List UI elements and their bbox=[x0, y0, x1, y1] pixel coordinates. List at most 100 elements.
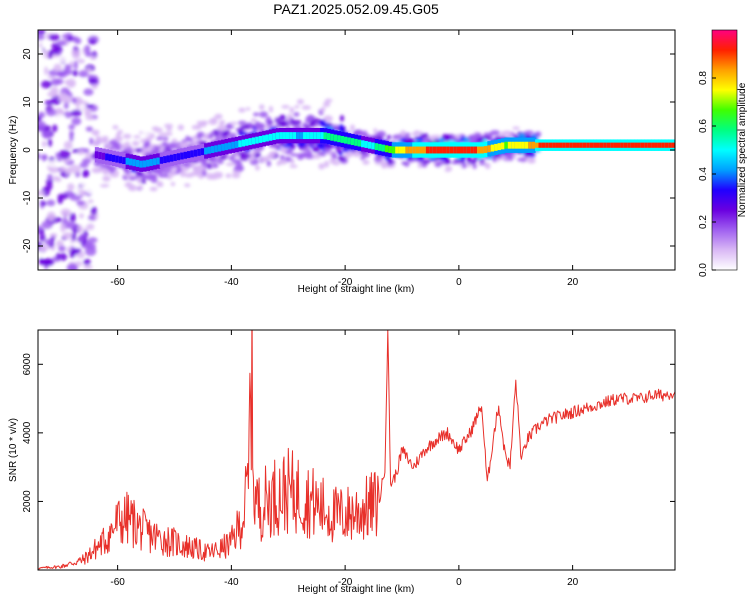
spectrogram-blob bbox=[355, 150, 360, 157]
spectrogram-blob bbox=[255, 164, 260, 171]
colorbar-tick-label: 0.2 bbox=[698, 215, 709, 229]
spectrogram-blob bbox=[198, 174, 204, 179]
spectrogram-noise-blob bbox=[38, 34, 45, 41]
spectrogram-ridge-core bbox=[224, 143, 229, 151]
snr-y-tick-label: 6000 bbox=[22, 353, 33, 376]
spectrogram-ridge-core bbox=[384, 145, 389, 153]
spectrogram-noise-blob bbox=[45, 179, 54, 184]
spectrogram-blob bbox=[467, 163, 472, 168]
spectrogram-ridge-core bbox=[466, 146, 471, 154]
spectrogram-ridge-core bbox=[586, 142, 591, 148]
spectrogram-blob bbox=[113, 170, 120, 174]
spectrogram-blob bbox=[419, 133, 429, 139]
spectrogram-blob bbox=[218, 129, 223, 137]
spectrogram-blob bbox=[279, 154, 285, 161]
spectrogram-noise-blob bbox=[38, 190, 45, 196]
spectrogram-blob bbox=[392, 135, 400, 140]
spectrogram-noise-blob bbox=[55, 78, 64, 85]
spectrogram-ridge-core bbox=[94, 151, 99, 159]
spectrogram-blob bbox=[218, 156, 228, 160]
spectrogram-blob bbox=[93, 140, 99, 147]
spectrogram-blob bbox=[220, 125, 227, 132]
spectrogram-noise-blob bbox=[52, 124, 58, 133]
colorbar-scale bbox=[711, 29, 738, 271]
spectrogram-ridge-core bbox=[616, 142, 621, 148]
spectrogram-ridge-core bbox=[497, 143, 502, 151]
spectrogram-noise-blob bbox=[56, 40, 67, 46]
spectrogram-blob bbox=[417, 162, 423, 169]
spectrogram-blob bbox=[91, 129, 100, 136]
spectrogram-blob bbox=[486, 162, 491, 170]
spectrogram-noise-blob bbox=[46, 160, 59, 168]
snr-plot-area bbox=[38, 330, 675, 570]
spectrogram-ridge-core bbox=[337, 135, 342, 143]
spectrogram-noise-blob bbox=[40, 201, 47, 206]
spectrogram-ridge-core bbox=[572, 142, 577, 148]
spectrogram-noise-blob bbox=[38, 225, 43, 231]
spectrogram-blob bbox=[337, 156, 347, 162]
spectrogram-ridge-core bbox=[630, 142, 635, 148]
spectrogram-noise-blob bbox=[70, 264, 77, 270]
spectrogram-noise-blob bbox=[69, 164, 81, 174]
spectrogram-blob bbox=[207, 133, 214, 139]
spectrogram-blob bbox=[236, 127, 244, 132]
spectrogram-blob bbox=[301, 105, 312, 110]
spectrogram-blob bbox=[107, 185, 115, 190]
spectrogram-ridge-core bbox=[606, 142, 611, 148]
spectrogram-blob bbox=[213, 174, 223, 179]
spectrogram-noise-blob bbox=[83, 264, 93, 270]
spectrogram-noise-blob bbox=[68, 81, 75, 87]
spectrogram-noise-blob bbox=[41, 128, 52, 139]
spectrogram-ridge-core bbox=[603, 142, 608, 148]
spectrogram-blob bbox=[248, 156, 254, 162]
spectrogram-blob bbox=[422, 159, 431, 164]
spectrogram-blob bbox=[214, 113, 223, 120]
spectrogram-ridge-core bbox=[330, 133, 335, 141]
spectrogram-noise-blob bbox=[53, 63, 62, 73]
spectrogram-blob bbox=[278, 159, 288, 165]
spectrogram-ridge-core bbox=[436, 146, 441, 154]
spectrogram-ridge-core bbox=[558, 142, 563, 148]
spectrogram-blob bbox=[244, 153, 251, 159]
spectrogram-blob bbox=[99, 183, 110, 188]
spectrogram-ridge-core bbox=[323, 132, 328, 140]
snr-y-axis-label: SNR (10 * v/v) bbox=[8, 418, 19, 482]
spectrogram-ridge-core bbox=[361, 140, 365, 148]
spectrogram-noise-blob bbox=[38, 30, 46, 35]
spectrogram-blob bbox=[290, 153, 299, 157]
spectrogram-ridge-core bbox=[552, 142, 557, 148]
spectrogram-blob bbox=[138, 184, 144, 190]
spectrogram-blob bbox=[238, 130, 244, 137]
spectrogram-ridge-core bbox=[555, 142, 560, 148]
spectrogram-blob bbox=[472, 163, 477, 170]
spectrogram-blob bbox=[512, 126, 520, 130]
spectrogram-noise-blob bbox=[39, 233, 46, 242]
spectrogram-blob bbox=[156, 180, 163, 187]
spectrogram-ridge-core bbox=[268, 133, 273, 141]
spectrogram-ridge-core bbox=[480, 146, 485, 154]
spectrogram-ridge-core bbox=[524, 141, 529, 149]
spectrogram-x-ticks: -60 -40 -20 0 20 bbox=[110, 30, 579, 288]
spectrogram-ridge-core bbox=[187, 151, 191, 159]
spectrogram-blob bbox=[168, 142, 178, 150]
spectrogram-noise-blob bbox=[71, 97, 77, 104]
spectrogram-blob bbox=[141, 130, 150, 134]
spectrogram-ridge-core bbox=[576, 142, 580, 148]
spectrogram-blob bbox=[296, 153, 304, 161]
spectrogram-ridge-core bbox=[241, 139, 246, 147]
spectrogram-y-axis-label: Frequency (Hz) bbox=[8, 116, 19, 185]
spectrogram-x-tick-label: -40 bbox=[224, 277, 239, 288]
spectrogram-ridge-core bbox=[204, 147, 208, 155]
spectrogram-ridge-core bbox=[279, 132, 284, 140]
snr-x-tick-label: -20 bbox=[338, 577, 353, 588]
spectrogram-ridge-core bbox=[589, 142, 594, 148]
spectrogram-ridge-core bbox=[449, 146, 454, 154]
spectrogram-ridge-core bbox=[511, 141, 516, 149]
spectrogram-blob bbox=[153, 145, 159, 151]
spectrogram-noise-blob bbox=[50, 86, 59, 96]
spectrogram-blob bbox=[434, 161, 442, 168]
spectrogram-ridge-core bbox=[122, 157, 127, 165]
spectrogram-ridge-core bbox=[367, 141, 372, 149]
colorbar-tick-label: 0.8 bbox=[698, 71, 709, 85]
spectrogram-ridge-core bbox=[193, 149, 198, 157]
